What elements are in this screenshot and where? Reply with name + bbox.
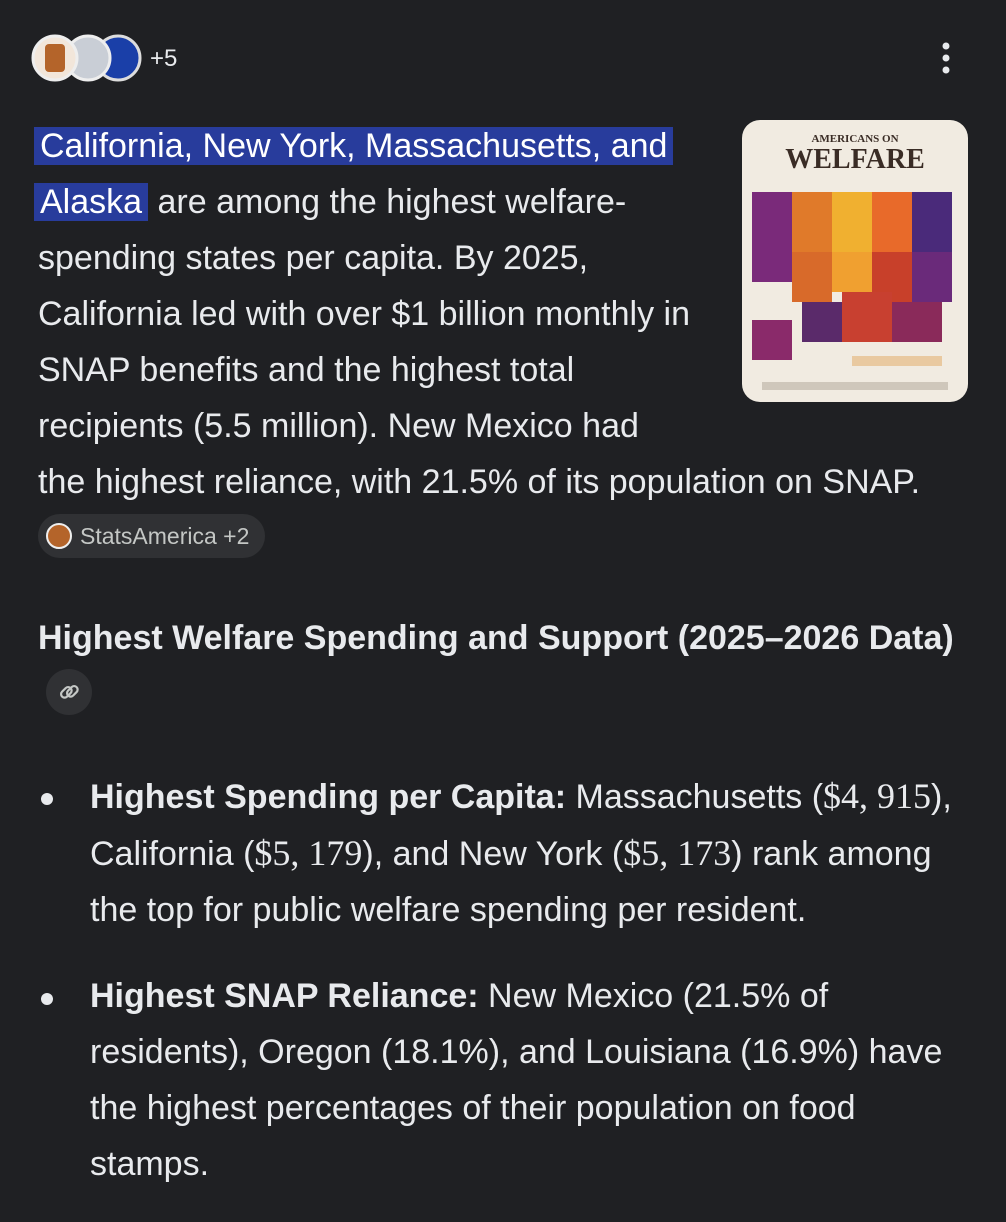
math-text: $4, 915 xyxy=(823,776,932,816)
paragraph-text: are among the highest welfare-spending s… xyxy=(38,183,921,501)
more-menu[interactable] xyxy=(942,42,950,74)
bullet-text: ), California ( xyxy=(90,778,952,873)
source-label: StatsAmerica +2 xyxy=(80,523,250,550)
heading-text: Highest Welfare Spending and Support (20… xyxy=(38,619,954,657)
image-title: AMERICANS ON xyxy=(811,133,898,145)
menu-dot xyxy=(942,54,950,62)
source-icon xyxy=(46,523,72,550)
infographic-thumbnail[interactable]: AMERICANS ON WELFARE xyxy=(742,120,968,402)
section-heading: Highest Welfare Spending and Support (20… xyxy=(38,610,970,722)
bullet: Highest Spending per Capita: Massachuset… xyxy=(38,768,970,938)
more-sources[interactable]: +5 xyxy=(150,45,177,72)
answer-paragraph: California, New York, Massachusetts, and… xyxy=(34,118,970,566)
bullet-label: Highest SNAP Reliance: xyxy=(90,977,479,1015)
bullet-text: Massachusetts ( xyxy=(575,778,824,816)
bullet-text: ), and New York ( xyxy=(362,835,624,873)
source-chip[interactable]: StatsAmerica +2 xyxy=(38,514,266,559)
bullet-text: ) rank among the top for public welfare … xyxy=(90,835,932,929)
bullet-list: Highest Spending per Capita: Massachuset… xyxy=(38,768,970,1192)
toolbar: +5 xyxy=(31,34,950,82)
answer: AMERICANS ON WELFARE California, New Yor… xyxy=(34,118,970,1222)
avatar-logo xyxy=(45,44,65,72)
image-title: WELFARE xyxy=(785,144,925,175)
bullet-label: Highest Spending per Capita: xyxy=(90,778,567,816)
bullet: Highest SNAP Reliance: New Mexico (21.5%… xyxy=(38,968,970,1192)
map xyxy=(752,192,952,390)
menu-dot xyxy=(942,66,950,74)
link-icon xyxy=(59,685,79,699)
source-avatars[interactable] xyxy=(31,34,142,82)
math-text: $5, 179 xyxy=(254,833,363,873)
menu-dot xyxy=(942,42,950,50)
math-text: $5, 173 xyxy=(623,833,732,873)
bullet-text: New Mexico (21.5% of residents), Oregon … xyxy=(90,977,943,1183)
link-button[interactable] xyxy=(46,669,92,716)
